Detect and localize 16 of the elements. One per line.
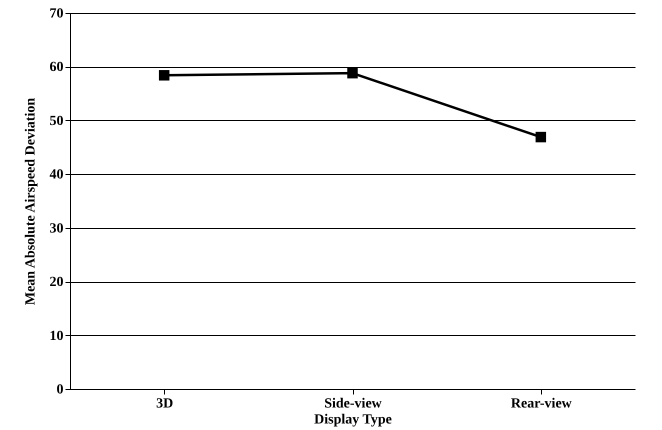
point <box>536 132 546 142</box>
y-tick-label: 60 <box>50 60 64 76</box>
y-tick-label: 20 <box>50 275 64 290</box>
y-tick-label: 70 <box>50 6 64 22</box>
y-tick-label: 0 <box>56 382 64 398</box>
x-tick-label: 3D <box>156 396 174 412</box>
y-tick-label: 40 <box>50 168 64 183</box>
x-tick-label: Rear-view <box>510 396 573 412</box>
x-tick-label: Side-view <box>324 396 383 412</box>
y-tick-label: 10 <box>50 328 64 344</box>
point <box>347 68 358 78</box>
x-axis-title: Display Type <box>314 412 392 428</box>
point <box>158 70 170 81</box>
y-tick-label: 30 <box>50 221 64 236</box>
y-axis-title: Mean Absolute Airspeed Deviation <box>24 98 38 306</box>
y-tick-label: 50 <box>50 114 64 129</box>
